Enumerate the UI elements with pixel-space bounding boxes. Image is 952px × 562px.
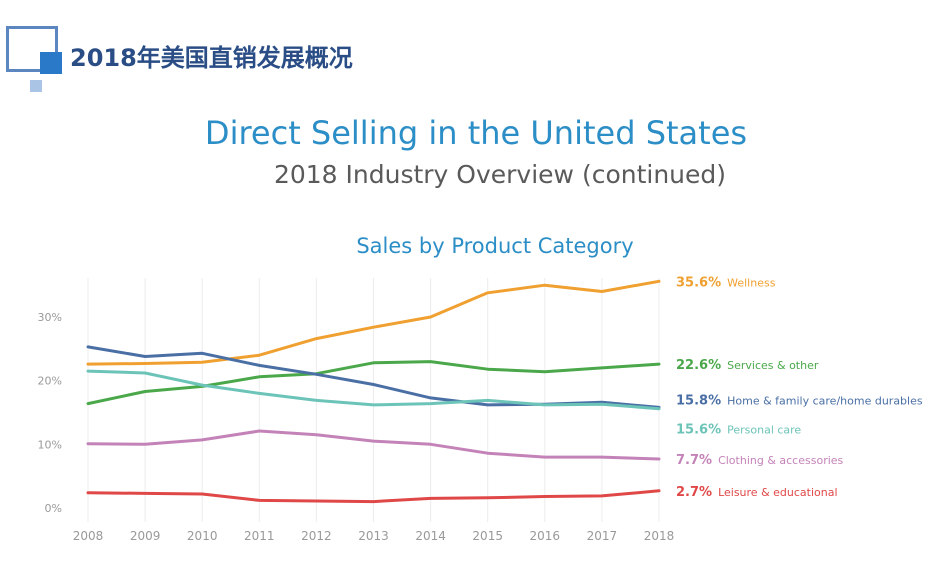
series-line-wellness — [86, 279, 661, 366]
x-tick-label: 2014 — [415, 529, 446, 543]
x-tick-label: 2010 — [187, 529, 218, 543]
series-line-personal-care — [86, 369, 661, 411]
x-tick-label: 2018 — [644, 529, 675, 543]
y-tick-label: 20% — [38, 375, 62, 388]
line-chart: 0% 10% 20% 30% 2008 2009 2010 2011 2012 2013 2014 2… — [38, 275, 923, 543]
series-end-label: 15.6% Personal care — [676, 423, 801, 438]
page-title: 2018年美国直销发展概况 — [70, 44, 353, 72]
brand-logo — [0, 0, 70, 100]
x-tick-label: 2011 — [244, 529, 275, 543]
series-line-services-other — [86, 360, 661, 406]
x-tick-label: 2012 — [301, 529, 332, 543]
series-line-clothing-accessories — [86, 429, 661, 461]
y-tick-label: 30% — [38, 311, 62, 324]
series-end-label: 15.8% Home & family care/home durables — [676, 393, 923, 408]
series-end-label: 22.6% Services & other — [676, 358, 819, 373]
series-end-label: 7.7% Clothing & accessories — [676, 453, 844, 468]
y-tick-label: 10% — [38, 438, 62, 451]
chart-subtitle: 2018 Industry Overview (continued) — [273, 160, 727, 189]
x-tick-label: 2008 — [73, 529, 104, 543]
x-tick-label: 2017 — [587, 529, 618, 543]
x-tick-label: 2013 — [358, 529, 389, 543]
logo-square-filled — [40, 52, 62, 74]
series-end-label: 2.7% Leisure & educational — [676, 485, 838, 500]
chart-main-title: Direct Selling in the United States — [204, 114, 748, 152]
series-end-label: 35.6% Wellness — [676, 275, 776, 290]
y-tick-label: 0% — [45, 502, 62, 515]
series-line-leisure-educational — [86, 489, 661, 504]
x-tick-label: 2016 — [530, 529, 561, 543]
logo-square-outline — [6, 26, 58, 72]
logo-square-small — [30, 80, 42, 92]
x-tick-label: 2009 — [130, 529, 161, 543]
chart-section-title: Sales by Product Category — [356, 234, 634, 258]
x-tick-label: 2015 — [472, 529, 503, 543]
